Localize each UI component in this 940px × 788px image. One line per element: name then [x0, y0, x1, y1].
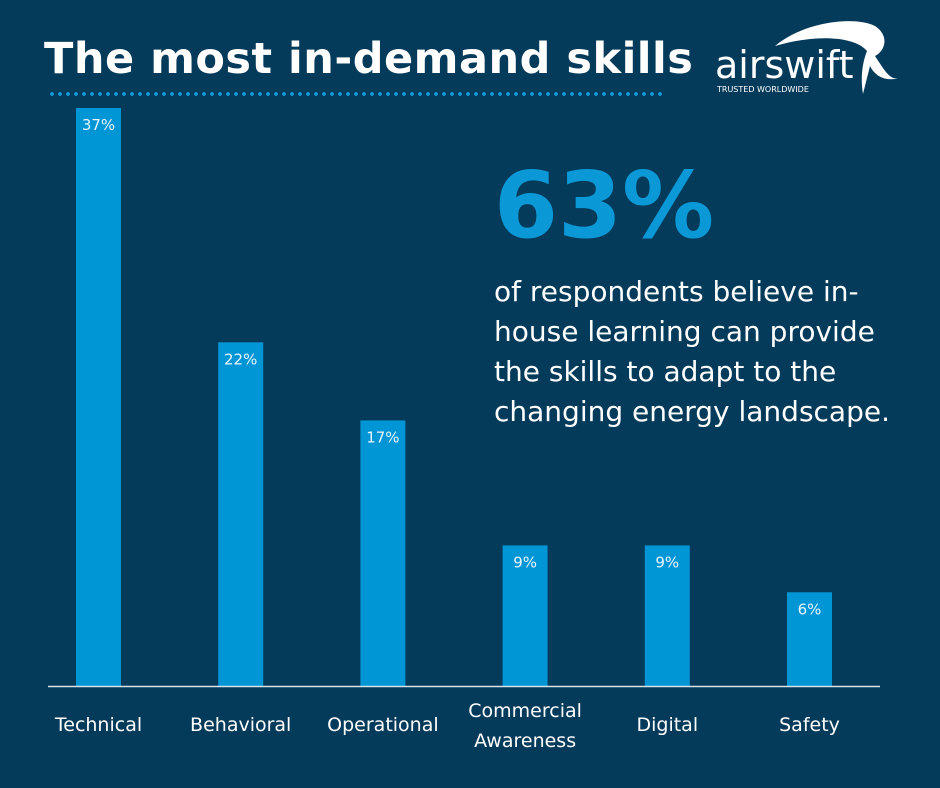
bar-3 — [502, 545, 548, 686]
bar-2 — [360, 420, 406, 686]
bar-0 — [76, 108, 121, 686]
logo-text: airswift — [715, 43, 854, 87]
category-label-2: Operational — [327, 714, 438, 736]
bar-4 — [644, 545, 690, 686]
bar-1 — [218, 342, 264, 686]
bar-5 — [787, 592, 832, 686]
callout-text: of respondents believe in-house learning… — [494, 275, 890, 428]
dotted-divider — [48, 92, 664, 96]
airswift-logo: airswift TRUSTED WORLDWIDE — [715, 21, 900, 94]
data-label-2: 17% — [366, 428, 399, 446]
data-label-1: 22% — [224, 350, 257, 368]
category-label-4: Digital — [636, 714, 698, 736]
category-label-0: Technical — [54, 714, 142, 736]
page-title: The most in-demand skills — [44, 34, 694, 84]
data-label-0: 37% — [82, 116, 115, 134]
callout-value: 63% — [494, 152, 715, 259]
logo-tagline: TRUSTED WORLDWIDE — [716, 85, 809, 94]
category-label-5: Safety — [779, 714, 840, 736]
data-label-4: 9% — [655, 553, 679, 571]
category-label-3: Commercial — [468, 700, 582, 722]
category-label-1: Behavioral — [190, 714, 291, 736]
category-label-3: Awareness — [474, 730, 576, 752]
data-label-3: 9% — [513, 553, 537, 571]
swift-bird-icon — [775, 21, 900, 94]
data-label-5: 6% — [798, 600, 822, 618]
